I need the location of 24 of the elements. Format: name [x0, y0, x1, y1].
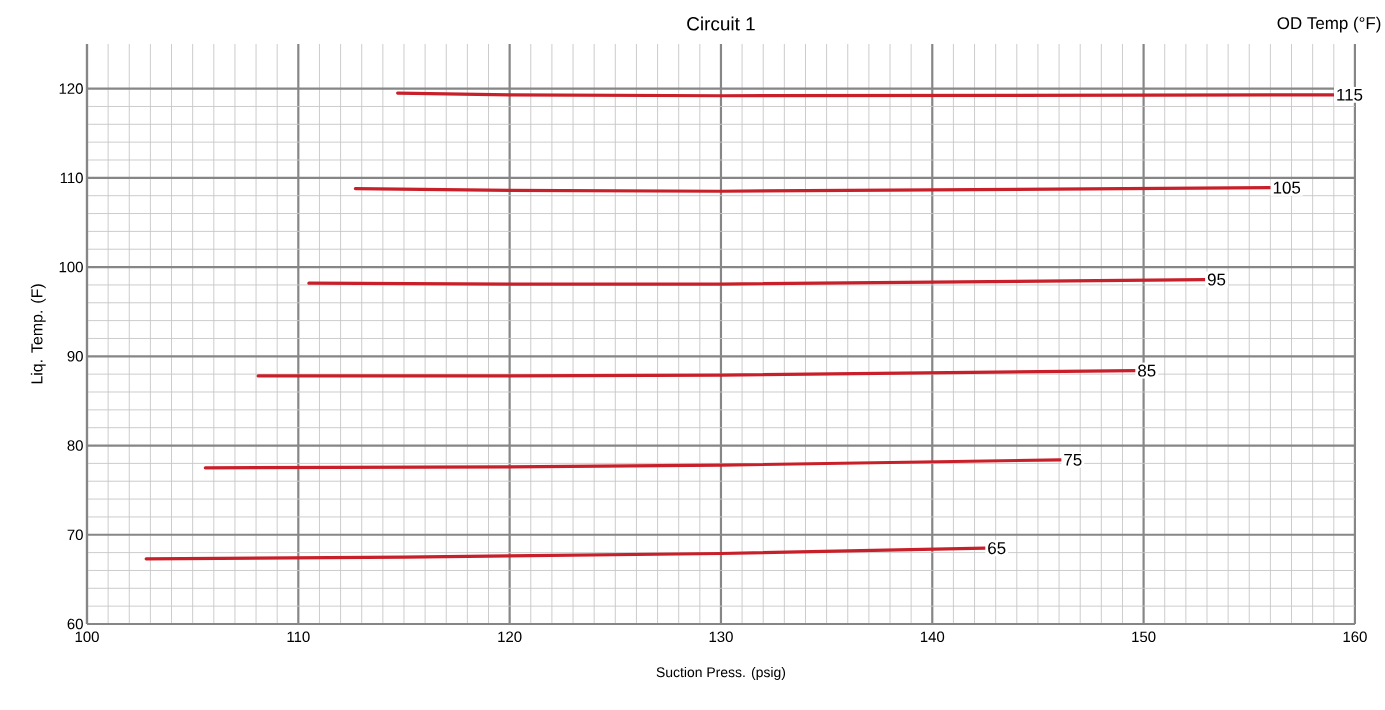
x-tick-label: 110 — [287, 631, 310, 643]
chart-title: Circuit 1 — [687, 16, 755, 31]
x-tick-label: 120 — [498, 631, 522, 643]
legend-title: OD Temp (°F) — [1277, 16, 1381, 33]
y-axis-title: Liq. Temp. (F) — [30, 284, 46, 384]
x-axis-title: Suction Press. (psig) — [656, 666, 786, 680]
y-tick-label: 100 — [59, 261, 83, 273]
series-label: 65 — [988, 542, 1006, 555]
y-tick-label: 70 — [67, 529, 83, 541]
y-tick-label: 90 — [67, 351, 83, 362]
y-tick-label: 120 — [59, 83, 83, 94]
x-tick-label: 130 — [709, 631, 733, 643]
series-label: 75 — [1064, 453, 1082, 466]
x-tick-label: 140 — [920, 631, 945, 643]
series-label: 105 — [1273, 181, 1301, 194]
series-label: 115 — [1337, 88, 1363, 101]
x-tick-label: 100 — [75, 631, 99, 643]
series-label: 95 — [1207, 273, 1226, 286]
y-tick-label: 110 — [60, 172, 83, 184]
x-tick-label: 160 — [1343, 631, 1367, 643]
y-tick-label: 80 — [67, 440, 83, 451]
series-label: 85 — [1138, 364, 1156, 377]
x-tick-label: 150 — [1132, 631, 1156, 643]
y-tick-label: 60 — [67, 618, 83, 630]
